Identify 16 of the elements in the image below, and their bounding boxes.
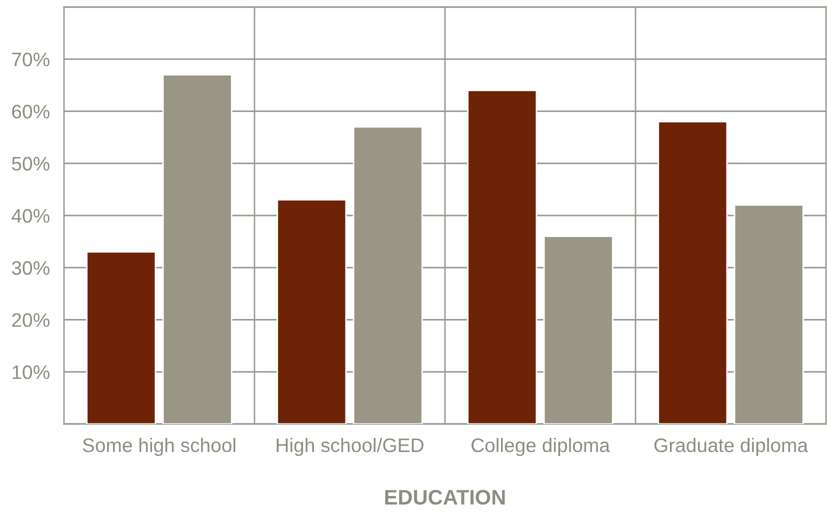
bar (276, 199, 347, 424)
y-tick-label: 40% (12, 208, 50, 223)
y-tick-label: 10% (12, 365, 50, 380)
x-axis-title: EDUCATION (385, 490, 505, 505)
x-tick-label: College diploma (472, 438, 610, 456)
y-tick-label: 30% (12, 261, 50, 275)
bar (658, 120, 728, 424)
bar (467, 90, 538, 424)
x-tick-label: Some high school (82, 438, 236, 456)
x-tick-label: High school/GED (276, 438, 424, 456)
y-tick-label: 60% (12, 104, 50, 118)
y-tick-label: 20% (12, 313, 50, 327)
x-tick-label: Graduate diploma (654, 438, 808, 456)
y-tick-label: 70% (12, 52, 50, 66)
y-tick-label: 50% (12, 156, 50, 171)
bar (86, 251, 156, 424)
